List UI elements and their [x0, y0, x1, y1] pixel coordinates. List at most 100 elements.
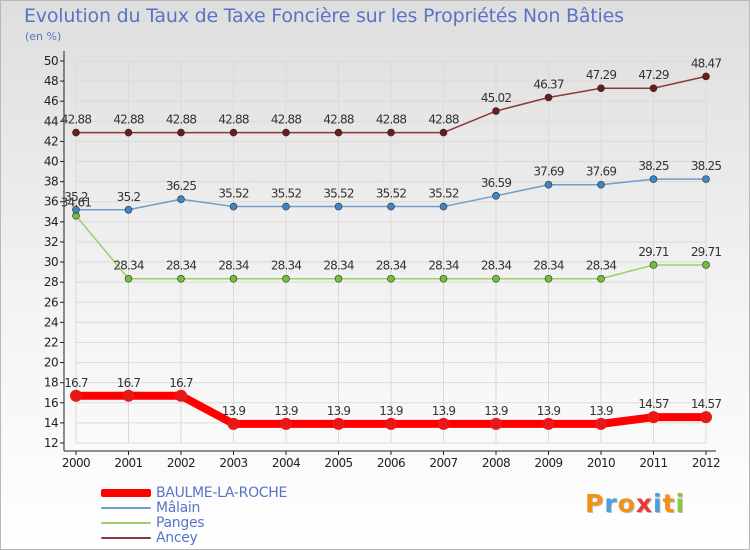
- data-label: 28.34: [481, 259, 512, 273]
- x-tick-label: 2005: [324, 456, 352, 470]
- data-point: [124, 274, 133, 283]
- data-point: [490, 417, 502, 430]
- data-point: [702, 175, 710, 183]
- legend-label: BAULME-LA-ROCHE: [156, 485, 288, 501]
- data-point: [177, 195, 185, 204]
- chart-title: Evolution du Taux de Taxe Foncière sur l…: [24, 5, 624, 27]
- y-tick-label: 34: [44, 215, 58, 229]
- legend-swatch: [101, 537, 151, 539]
- data-point: [544, 93, 553, 102]
- data-point: [72, 205, 80, 214]
- data-label: 16.7: [169, 376, 193, 390]
- y-tick-label: 30: [44, 255, 58, 269]
- legend-swatch: [101, 507, 151, 509]
- data-point: [542, 417, 555, 430]
- legend-label: Panges: [156, 515, 205, 531]
- data-label: 47.29: [638, 68, 669, 82]
- unit-label: (en %): [25, 30, 62, 43]
- data-label: 13.9: [432, 404, 456, 418]
- data-point: [387, 274, 395, 283]
- data-label: 47.29: [586, 68, 617, 82]
- x-tick-label: 2000: [62, 456, 90, 470]
- data-label: 35.2: [64, 190, 88, 204]
- data-label: 37.69: [533, 165, 564, 179]
- data-label: 28.34: [166, 259, 197, 273]
- data-label: 13.9: [222, 404, 246, 418]
- data-point: [597, 84, 605, 93]
- data-label: 42.88: [376, 113, 407, 127]
- data-point: [439, 274, 448, 283]
- data-point: [175, 389, 187, 402]
- y-tick-label: 22: [44, 335, 58, 349]
- data-point: [700, 411, 712, 424]
- data-label: 16.7: [117, 376, 141, 390]
- data-label: 28.34: [113, 259, 144, 273]
- data-label: 35.2: [117, 190, 141, 204]
- y-tick-label: 26: [44, 295, 58, 309]
- data-point: [227, 417, 240, 430]
- data-label: 13.9: [589, 404, 613, 418]
- data-label: 42.88: [271, 113, 302, 127]
- legend-label: Ancey: [156, 530, 198, 546]
- data-label: 42.88: [61, 113, 92, 127]
- y-tick-label: 44: [44, 114, 58, 128]
- data-point: [385, 417, 397, 430]
- x-tick-label: 2012: [692, 456, 720, 470]
- data-point: [70, 389, 82, 402]
- data-point: [229, 202, 238, 211]
- x-tick-label: 2003: [219, 456, 247, 470]
- legend-swatch: [101, 522, 151, 524]
- data-point: [177, 128, 185, 137]
- data-point: [282, 274, 290, 283]
- y-tick-label: 28: [44, 275, 58, 289]
- data-label: 28.34: [586, 259, 617, 273]
- data-label: 28.34: [533, 259, 564, 273]
- data-label: 28.34: [218, 259, 249, 273]
- data-point: [439, 128, 448, 137]
- legend-label: Mâlain: [156, 500, 201, 516]
- data-label: 13.9: [537, 404, 561, 418]
- data-label: 28.34: [428, 259, 459, 273]
- data-label: 35.52: [428, 187, 459, 201]
- data-label: 28.34: [323, 259, 354, 273]
- x-tick-label: 2002: [167, 456, 195, 470]
- data-label: 37.69: [586, 165, 617, 179]
- data-label: 42.88: [218, 113, 249, 127]
- data-label: 35.52: [323, 187, 354, 201]
- data-point: [649, 175, 658, 183]
- series-layer: 42.88 42.88 42.88 42.88 42.88 42.88 42.88 42.88…: [61, 56, 722, 430]
- data-label: 35.52: [271, 187, 302, 201]
- data-point: [544, 274, 553, 283]
- data-point: [439, 202, 448, 211]
- data-label: 34.61: [61, 196, 92, 210]
- data-point: [595, 417, 607, 430]
- y-tick-label: 18: [44, 376, 58, 390]
- proxiti-logo: Proxiti: [585, 489, 686, 518]
- data-point: [72, 128, 80, 137]
- data-label: 36.59: [481, 176, 512, 190]
- y-tick-label: 16: [44, 396, 58, 410]
- data-point: [702, 72, 710, 81]
- data-label: 42.88: [113, 113, 144, 127]
- data-point: [124, 205, 133, 214]
- data-label: 38.25: [638, 159, 669, 173]
- y-tick-label: 14: [44, 416, 58, 430]
- y-tick-label: 32: [44, 235, 58, 249]
- data-label: 35.52: [218, 187, 249, 201]
- data-label: 35.52: [376, 187, 407, 201]
- data-point: [334, 128, 343, 137]
- y-tick-label: 38: [44, 175, 58, 189]
- data-label: 13.9: [274, 404, 298, 418]
- x-tick-label: 2004: [272, 456, 300, 470]
- data-label: 14.57: [638, 397, 669, 411]
- legend-swatch: [101, 489, 151, 497]
- x-tick-label: 2011: [639, 456, 667, 470]
- x-tick-label: 2007: [429, 456, 457, 470]
- data-point: [492, 107, 500, 115]
- y-tick-label: 24: [44, 315, 58, 329]
- data-point: [282, 202, 290, 211]
- data-label: 13.9: [327, 404, 351, 418]
- data-point: [332, 417, 345, 430]
